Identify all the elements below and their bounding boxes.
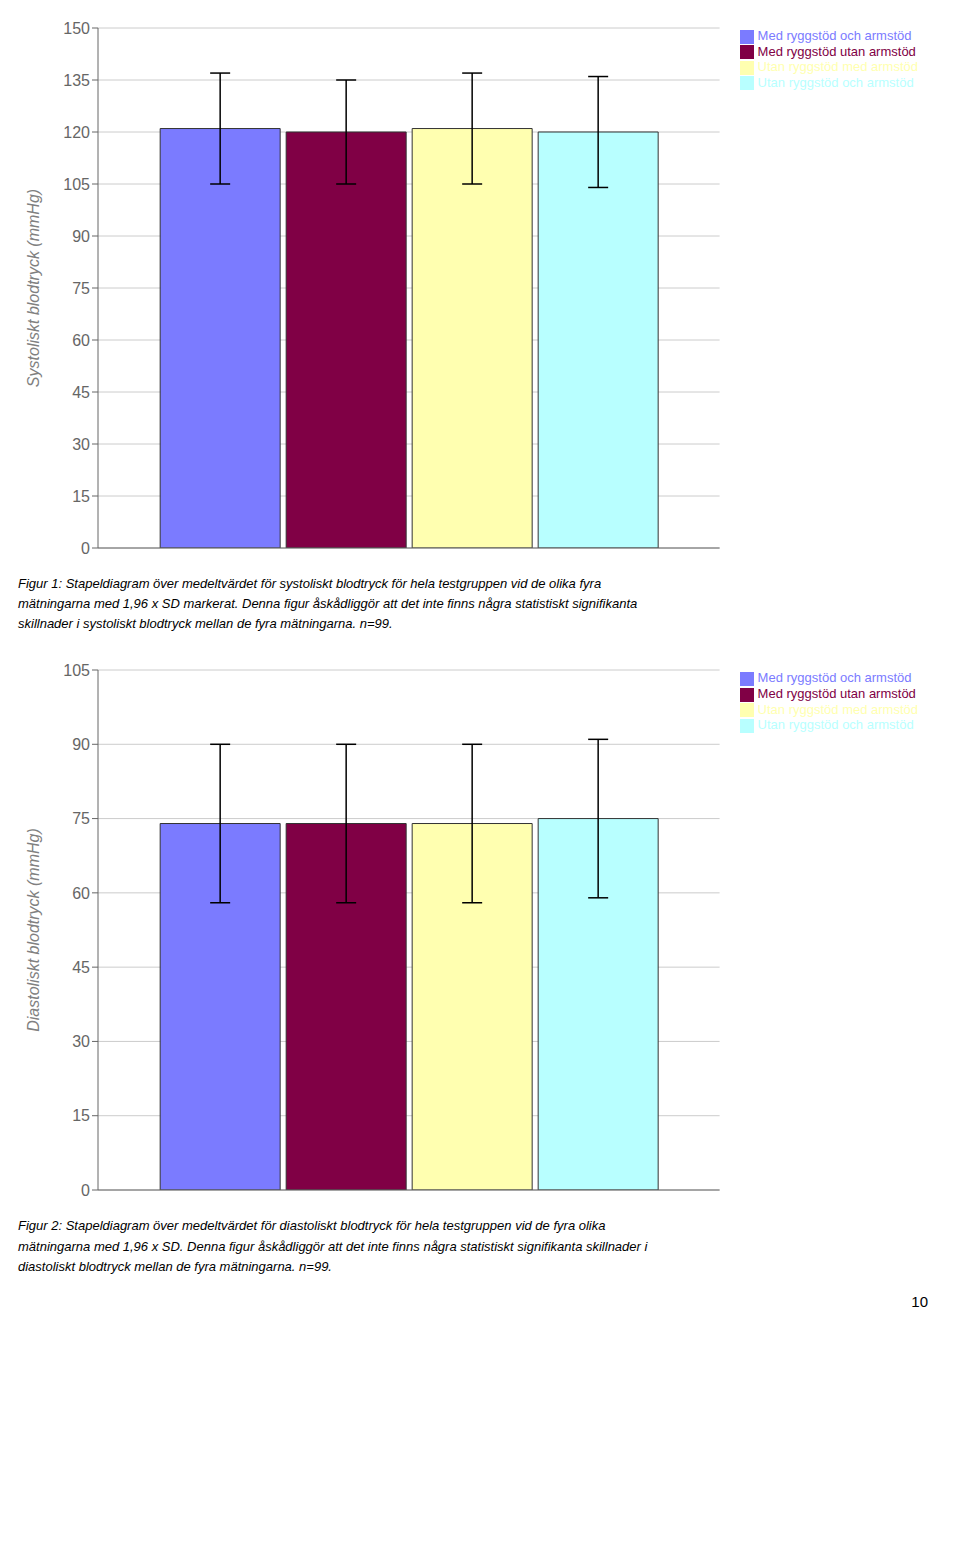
html-text:10: 10 [911,1292,928,1310]
svg-text:75: 75 [72,811,90,828]
svg-text:105: 105 [63,176,90,193]
html-text:Utan ryggstöd med armstöd: Utan ryggstöd med armstöd [757,59,918,75]
html-text:Med ryggstöd och armstöd: Med ryggstöd och armstöd [757,670,912,686]
html-text:Figur 2: Stapeldiagram över me: Figur 2: Stapeldiagram över medeltvärdet… [18,1218,606,1234]
svg-text:0: 0 [81,1182,90,1199]
svg-text:Systoliskt blodtryck (mmHg): Systoliskt blodtryck (mmHg) [25,189,42,387]
html-text:Med ryggstöd utan armstöd: Med ryggstöd utan armstöd [757,43,916,59]
html-text:mätningarna med 1,96 x SD mark: mätningarna med 1,96 x SD markerat. Denn… [18,596,638,612]
html-text:Utan ryggstöd och armstöd: Utan ryggstöd och armstöd [757,74,914,90]
svg-text:90: 90 [72,736,90,753]
svg-text:60: 60 [72,885,90,902]
html-text:diastoliskt blodtryck mellan d: diastoliskt blodtryck mellan de fyra mät… [18,1258,332,1274]
svg-text:90: 90 [72,228,90,245]
svg-text:60: 60 [72,332,90,349]
svg-text:135: 135 [63,72,90,89]
svg-text:15: 15 [72,1108,90,1125]
svg-text:120: 120 [63,124,90,141]
html-text:Med ryggstöd och armstöd: Med ryggstöd och armstöd [757,28,912,43]
html-text:Utan ryggstöd med armstöd: Utan ryggstöd med armstöd [757,701,918,717]
html-text:mätningarna med 1,96 x SD. Den: mätningarna med 1,96 x SD. Denna figur å… [18,1238,648,1254]
html-text:Figur 1: Stapeldiagram över me: Figur 1: Stapeldiagram över medeltvärdet… [18,576,602,591]
html-text:Utan ryggstöd och armstöd: Utan ryggstöd och armstöd [757,717,914,733]
svg-text:15: 15 [72,488,90,505]
svg-text:30: 30 [72,436,90,453]
svg-text:0: 0 [81,540,90,557]
html-text:Med ryggstöd utan armstöd: Med ryggstöd utan armstöd [757,686,916,701]
html-text:skillnader i systoliskt blodtr: skillnader i systoliskt blodtryck mellan… [18,616,393,632]
svg-text:45: 45 [72,384,90,401]
svg-text:30: 30 [72,1034,90,1051]
svg-text:150: 150 [63,20,90,37]
svg-text:75: 75 [72,280,90,297]
svg-text:45: 45 [72,959,90,976]
svg-text:Diastoliskt blodtryck (mmHg): Diastoliskt blodtryck (mmHg) [25,829,42,1033]
svg-text:105: 105 [63,662,90,679]
